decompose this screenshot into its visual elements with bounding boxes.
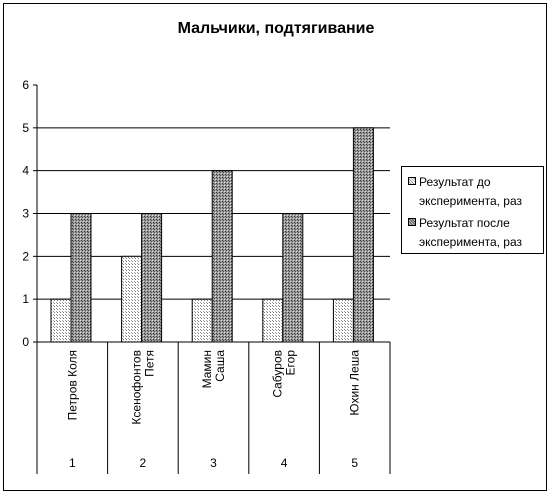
legend-swatch-after (408, 218, 416, 226)
bar-after (282, 213, 304, 343)
bars (50, 127, 374, 343)
axes (33, 84, 391, 474)
bar-before (262, 298, 284, 343)
bar-before (191, 298, 213, 343)
bar-after (141, 213, 163, 343)
bar-after (70, 213, 92, 343)
y-tick-label: 3 (22, 207, 29, 221)
y-tick-label: 4 (22, 164, 29, 178)
bar-before (332, 298, 354, 343)
legend: Результат до эксперимента, раз Результат… (401, 166, 544, 254)
chart-title: Мальчики, подтягивание (177, 20, 375, 37)
category-name-label: Петров Коля (65, 350, 79, 420)
category-index-label: 3 (210, 456, 217, 470)
y-tick-label: 0 (22, 335, 29, 349)
category-index-label: 1 (69, 456, 76, 470)
bar-after (352, 127, 374, 343)
bar-after (211, 170, 233, 343)
category-index-label: 5 (351, 456, 358, 470)
y-tick-label: 5 (22, 121, 29, 135)
category-name-label: МаминСаша (200, 350, 227, 389)
category-name-label: КсенофонтовПетя (129, 350, 156, 425)
bar-before (50, 298, 72, 343)
y-tick-label: 2 (22, 249, 29, 263)
axis-labels: 0 1 2 3 4 5 6 Петров Коля 1 КсенофонтовПетя 2 Мамин… (22, 78, 361, 470)
category-name-label: СабуровЕгор (271, 350, 298, 398)
legend-label-after: Результат после эксперимента, раз (419, 216, 523, 249)
legend-label-before: Результат до эксперимента, раз (419, 175, 523, 208)
y-tick-label: 1 (22, 292, 29, 306)
category-name-label: Юхин Леша (348, 350, 362, 416)
category-index-label: 2 (140, 456, 147, 470)
category-index-label: 4 (281, 456, 288, 470)
y-tick-label: 6 (22, 78, 29, 92)
legend-swatch-before (408, 177, 416, 185)
bar-before (121, 255, 143, 343)
